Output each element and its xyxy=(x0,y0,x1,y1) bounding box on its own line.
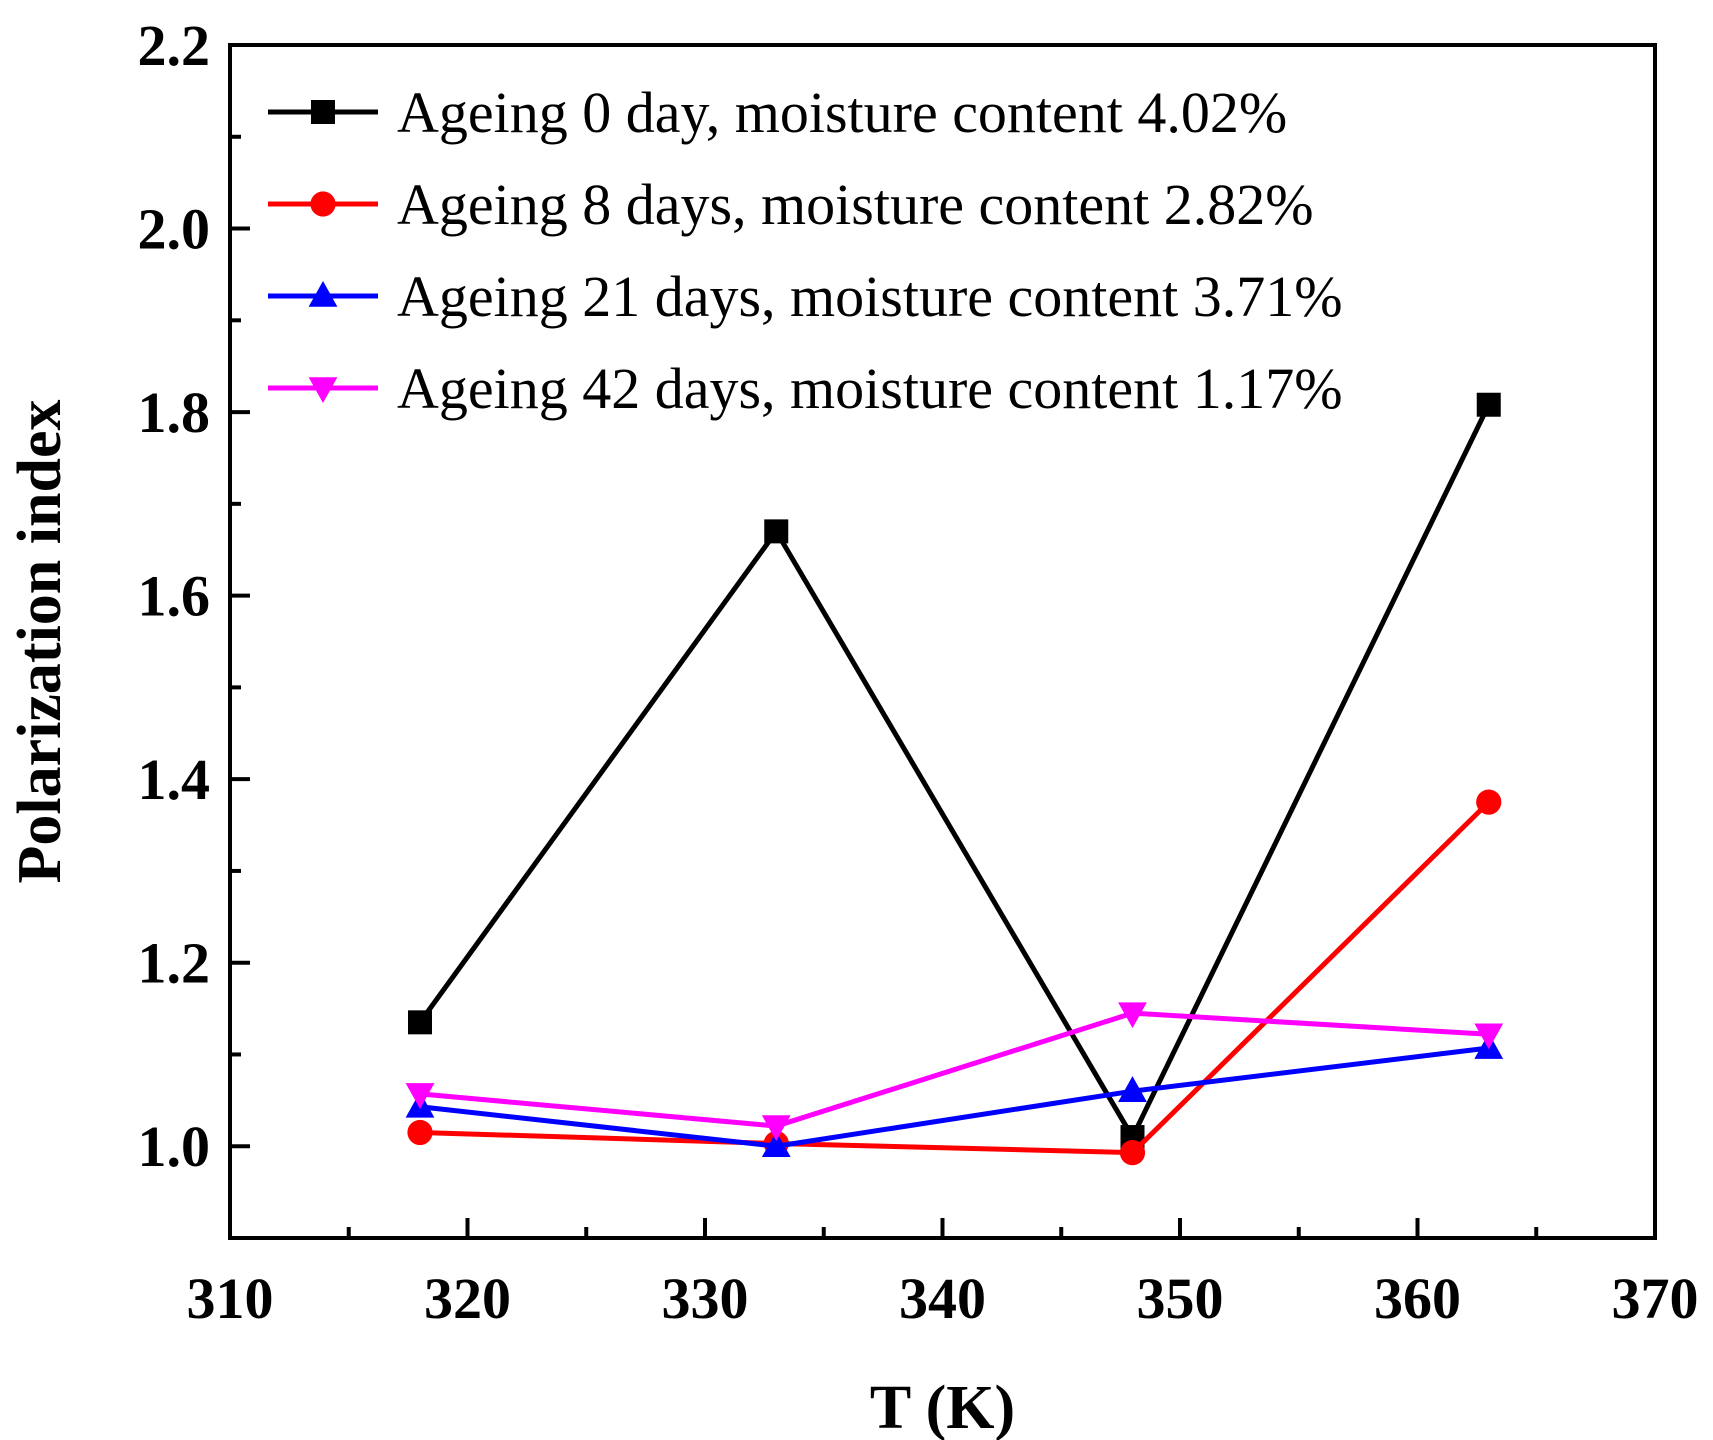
series-layer xyxy=(405,392,1504,1166)
series-3 xyxy=(405,1002,1504,1142)
square-marker xyxy=(764,519,789,544)
y-tick-label: 1.8 xyxy=(138,380,211,445)
legend-label: Ageing 0 day, moisture content 4.02% xyxy=(397,80,1287,145)
x-axis: 310 320 330 340 350 360 370 xyxy=(187,1218,1699,1331)
triangle-down-marker xyxy=(761,1115,791,1142)
y-tick-label: 2.0 xyxy=(138,197,211,262)
legend: Ageing 0 day, moisture content 4.02% Agei… xyxy=(268,80,1343,421)
series-line xyxy=(417,403,1491,1143)
series-line xyxy=(419,1010,1489,1129)
x-tick-label: 370 xyxy=(1612,1266,1699,1331)
legend-item: Ageing 42 days, moisture content 1.17% xyxy=(268,356,1343,421)
triangle-down-marker xyxy=(308,377,338,403)
y-axis-title: Polarization index xyxy=(6,400,74,884)
series-0 xyxy=(408,392,1501,1150)
y-tick-label: 1.4 xyxy=(138,747,211,812)
x-tick-label: 310 xyxy=(187,1266,274,1331)
legend-item: Ageing 0 day, moisture content 4.02% xyxy=(268,80,1287,145)
y-axis: 1.0 1.2 1.4 1.6 1.8 2.0 2.2 xyxy=(138,13,250,1179)
y-tick-label: 1.6 xyxy=(138,564,211,629)
triangle-down-marker xyxy=(405,1083,435,1109)
circle-marker xyxy=(310,191,336,217)
legend-item: Ageing 21 days, moisture content 3.71% xyxy=(268,264,1343,329)
circle-marker xyxy=(1476,789,1502,815)
triangle-down-marker xyxy=(1118,1002,1147,1029)
legend-label: Ageing 8 days, moisture content 2.82% xyxy=(397,172,1314,237)
legend-item: Ageing 8 days, moisture content 2.82% xyxy=(268,172,1314,237)
square-marker xyxy=(311,100,335,124)
circle-marker xyxy=(1119,1140,1146,1166)
legend-label: Ageing 21 days, moisture content 3.71% xyxy=(397,264,1343,329)
x-axis-title: T (K) xyxy=(870,1374,1015,1440)
series-line xyxy=(419,800,1491,1156)
legend-label: Ageing 42 days, moisture content 1.17% xyxy=(397,356,1343,421)
triangle-up-marker xyxy=(308,281,338,307)
circle-marker xyxy=(407,1119,433,1146)
square-marker xyxy=(408,1010,432,1035)
y-tick-label: 1.2 xyxy=(138,931,211,996)
triangle-up-marker xyxy=(1118,1076,1147,1102)
triangle-down-marker xyxy=(1474,1023,1504,1050)
x-tick-label: 320 xyxy=(424,1266,511,1331)
x-tick-label: 350 xyxy=(1137,1266,1224,1331)
x-tick-label: 330 xyxy=(662,1266,749,1331)
series-line xyxy=(419,1045,1490,1149)
y-tick-label: 2.2 xyxy=(138,13,211,78)
x-tick-label: 360 xyxy=(1374,1266,1461,1331)
y-tick-label: 1.0 xyxy=(138,1114,211,1179)
square-marker xyxy=(1476,392,1501,417)
triangle-up-marker xyxy=(761,1131,791,1158)
x-tick-label: 340 xyxy=(899,1266,986,1331)
